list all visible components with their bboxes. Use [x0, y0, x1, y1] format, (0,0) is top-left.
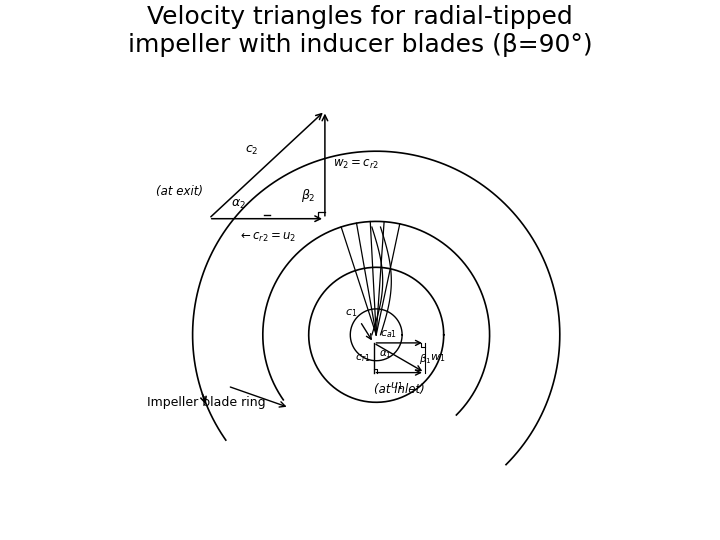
Text: $c_{a1}$: $c_{a1}$ [380, 328, 397, 340]
Text: $\leftarrow c_{r2}=u_2$: $\leftarrow c_{r2}=u_2$ [238, 231, 296, 244]
Text: $w_2=c_{r2}$: $w_2=c_{r2}$ [333, 158, 379, 171]
Text: Impeller blade ring: Impeller blade ring [147, 396, 266, 409]
Text: $c_{r1}$: $c_{r1}$ [355, 352, 371, 363]
Text: $\beta_1$: $\beta_1$ [419, 352, 432, 366]
Text: $\alpha_1$: $\alpha_1$ [379, 348, 392, 360]
Text: $w_1$: $w_1$ [431, 352, 446, 363]
Text: $c_2$: $c_2$ [246, 144, 258, 157]
Text: Velocity triangles for radial-tipped
impeller with inducer blades (β=90°): Velocity triangles for radial-tipped imp… [127, 5, 593, 57]
Text: $\alpha_2$: $\alpha_2$ [232, 198, 246, 211]
Text: (at inlet): (at inlet) [374, 383, 425, 396]
Text: $u_1$: $u_1$ [390, 380, 403, 392]
Text: $c_1$: $c_1$ [345, 307, 357, 319]
Text: (at exit): (at exit) [156, 185, 203, 198]
Text: $\beta_2$: $\beta_2$ [301, 187, 315, 204]
